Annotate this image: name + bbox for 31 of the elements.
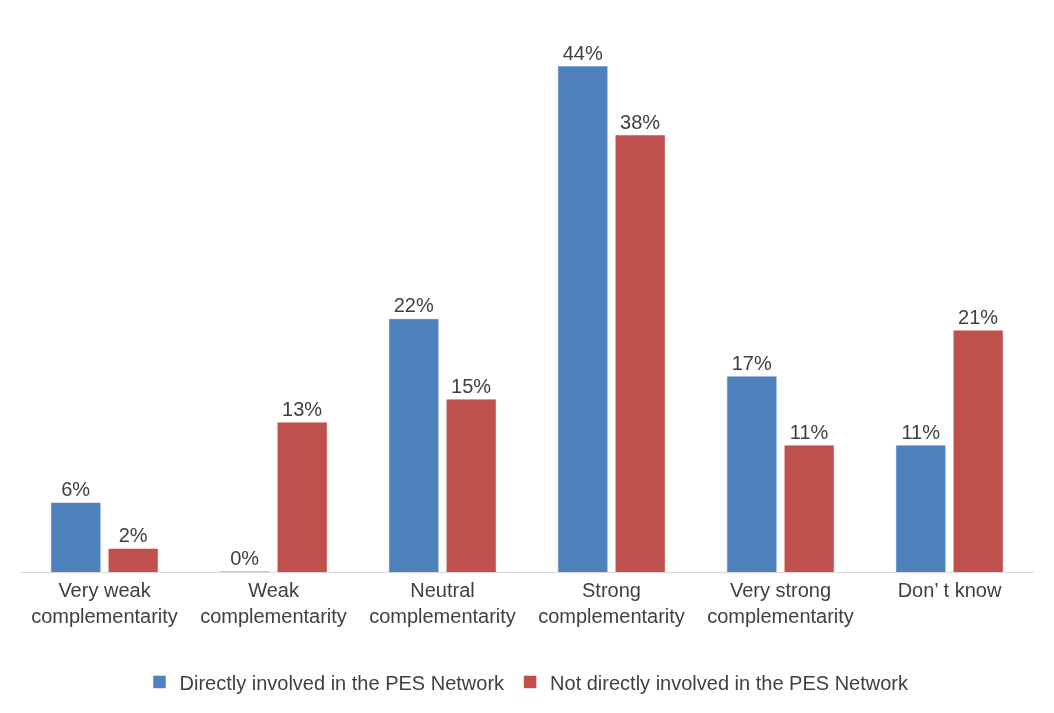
bar <box>51 502 101 572</box>
data-label: 13% <box>282 397 323 420</box>
legend-label: Directly involved in the PES Network <box>179 671 506 694</box>
data-label: 11% <box>901 420 941 443</box>
data-label: 11% <box>789 420 829 443</box>
x-tick-label: Weak complementarity <box>200 579 347 627</box>
data-label: 22% <box>393 294 434 317</box>
bar <box>896 445 946 572</box>
x-tick-label: Neutral complementarity <box>369 579 516 627</box>
bar <box>389 319 439 572</box>
bar <box>615 135 665 572</box>
bar <box>784 445 834 572</box>
data-label: 17% <box>731 351 772 374</box>
bar <box>108 548 158 572</box>
data-label: 15% <box>451 374 492 397</box>
bar <box>727 376 777 572</box>
bar <box>446 399 496 572</box>
data-label: 38% <box>620 110 661 133</box>
bar <box>277 422 327 572</box>
bar <box>953 330 1003 572</box>
data-label: 44% <box>562 41 603 64</box>
x-tick-label: Don’ t know <box>897 579 1002 601</box>
x-tick-label: Very weak complementarity <box>31 579 178 627</box>
x-tick-label: Strong complementarity <box>538 579 685 627</box>
data-label: 0% <box>230 547 260 569</box>
x-tick-label: Very strong complementarity <box>707 579 854 627</box>
data-label: 6% <box>61 478 91 501</box>
data-label: 21% <box>958 305 999 328</box>
legend-label: Not directly involved in the PES Network <box>550 671 909 694</box>
data-label: 2% <box>118 524 148 547</box>
bar <box>558 66 608 572</box>
